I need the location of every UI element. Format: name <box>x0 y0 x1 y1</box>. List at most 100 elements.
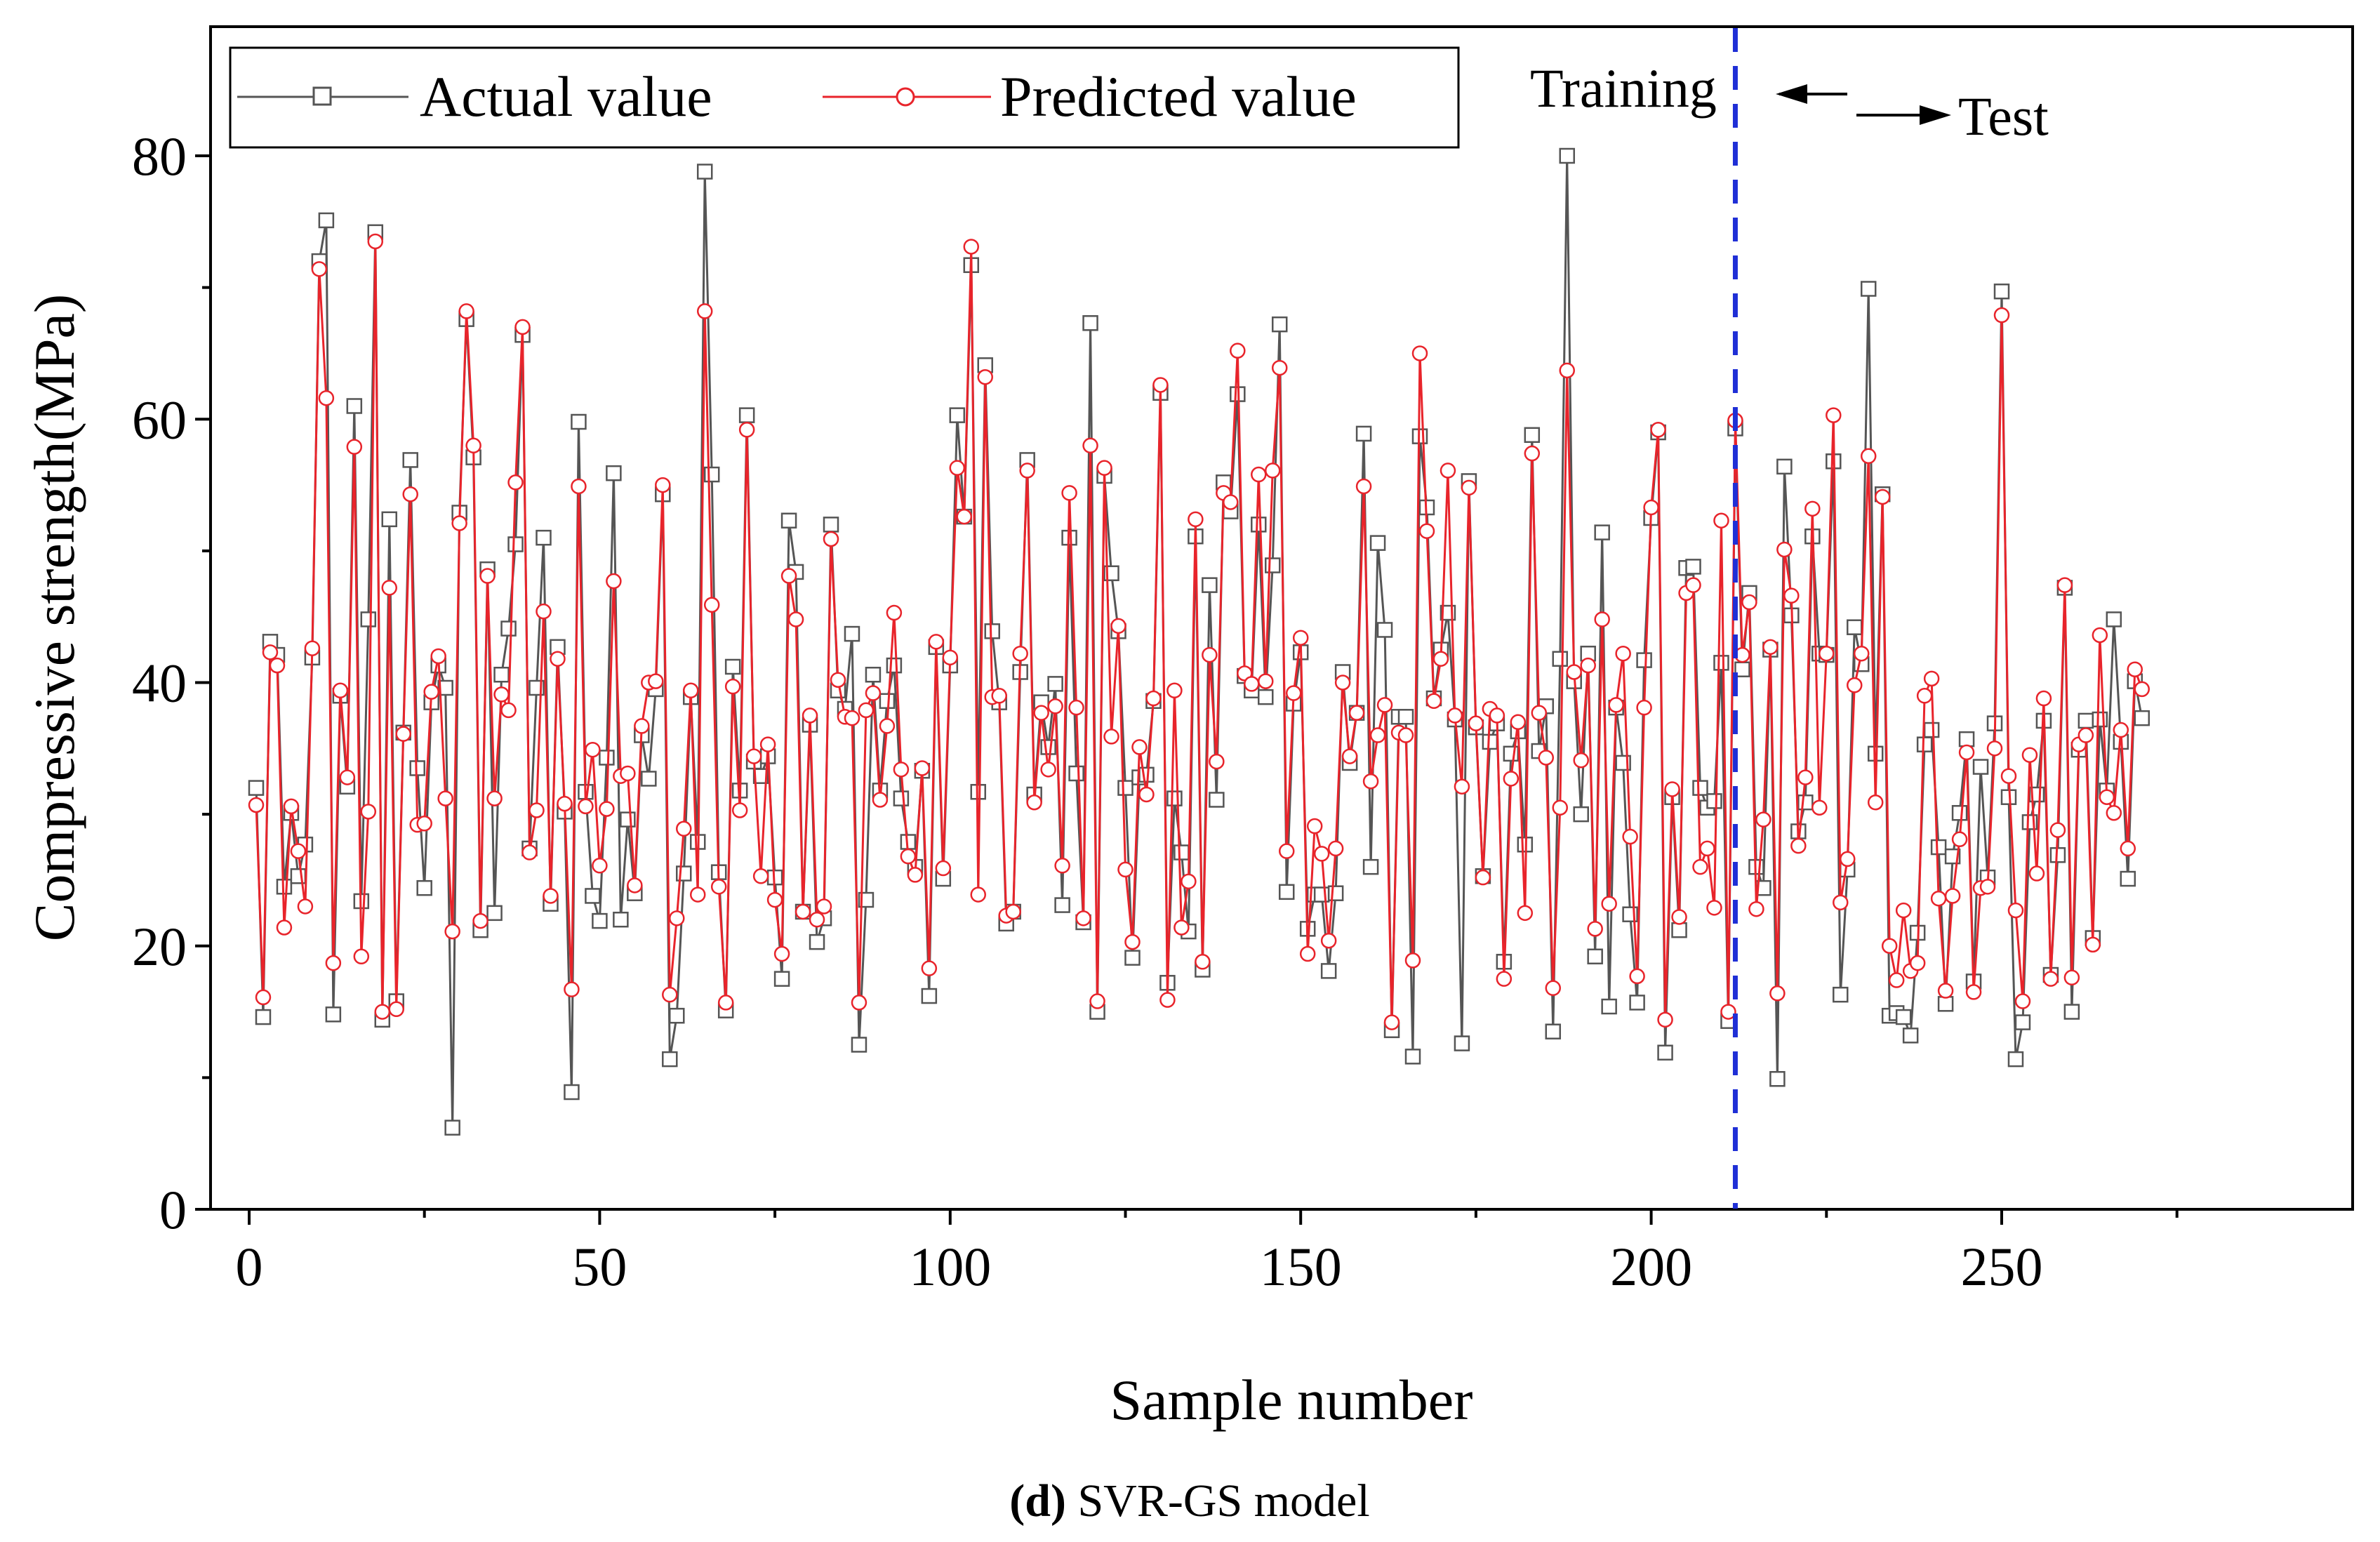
predicted-point <box>1932 891 1946 905</box>
actual-point <box>1119 781 1133 795</box>
predicted-point <box>446 924 460 938</box>
actual-point <box>1258 690 1272 704</box>
actual-point <box>536 531 550 545</box>
actual-point <box>1995 284 2009 298</box>
actual-point <box>1364 860 1378 874</box>
predicted-point <box>495 687 509 701</box>
actual-point <box>1483 735 1497 749</box>
predicted-point <box>634 719 649 733</box>
predicted-point <box>929 634 943 649</box>
predicted-point <box>1875 490 1889 504</box>
actual-point <box>852 1037 866 1051</box>
actual-point <box>726 660 740 674</box>
predicted-point <box>705 598 719 612</box>
predicted-point <box>2086 938 2100 952</box>
predicted-point <box>516 320 530 334</box>
predicted-point <box>1322 933 1336 948</box>
predicted-point <box>2023 748 2037 762</box>
actual-point <box>495 667 509 682</box>
predicted-point <box>1181 875 1195 889</box>
predicted-point <box>796 905 810 919</box>
predicted-point <box>775 947 789 961</box>
predicted-point <box>298 899 312 913</box>
actual-point <box>985 624 999 638</box>
predicted-point <box>1350 706 1364 720</box>
actual-point <box>1953 806 1967 820</box>
predicted-point <box>1343 750 1357 764</box>
predicted-point <box>1784 589 1798 603</box>
predicted-point <box>1896 903 1910 917</box>
predicted-point <box>824 532 838 546</box>
predicted-point <box>1251 467 1265 481</box>
predicted-point <box>578 799 592 813</box>
predicted-point <box>1399 729 1413 743</box>
test-label: Test <box>1958 86 2049 147</box>
actual-point <box>1798 795 1812 809</box>
actual-point <box>1574 807 1588 821</box>
predicted-point <box>474 914 488 928</box>
predicted-point <box>1673 910 1687 924</box>
predicted-point <box>1777 543 1791 557</box>
actual-point <box>613 912 627 926</box>
actual-point <box>1546 1025 1560 1039</box>
predicted-point <box>1462 481 1476 495</box>
predicted-point <box>1574 753 1588 767</box>
predicted-point <box>1595 612 1609 626</box>
actual-point <box>1687 559 1701 573</box>
predicted-point <box>754 869 768 883</box>
actual-point <box>1322 964 1336 978</box>
actual-point <box>950 408 964 423</box>
predicted-point <box>1623 830 1637 844</box>
predicted-point <box>1329 842 1343 856</box>
actual-point <box>1637 653 1651 667</box>
predicted-point <box>432 649 446 663</box>
predicted-point <box>2135 682 2149 696</box>
actual-point <box>1939 997 1953 1011</box>
predicted-point <box>1413 346 1427 360</box>
predicted-point <box>1119 863 1133 877</box>
actual-point <box>1042 740 1056 754</box>
predicted-point <box>957 510 971 524</box>
predicted-point <box>740 423 754 437</box>
predicted-point <box>1687 578 1701 592</box>
predicted-point <box>340 771 354 785</box>
actual-point <box>418 881 432 895</box>
predicted-point <box>922 962 936 976</box>
actual-point <box>361 612 375 626</box>
predicted-point <box>1125 935 1139 949</box>
predicted-point <box>1336 676 1350 690</box>
predicted-point <box>1265 463 1279 477</box>
predicted-point <box>1028 795 1042 809</box>
predicted-point <box>1139 787 1153 802</box>
predicted-point <box>712 879 726 893</box>
predicted-point <box>1294 631 1308 645</box>
actual-point <box>1049 677 1063 691</box>
predicted-point <box>509 475 523 489</box>
y-tick-label: 60 <box>132 389 187 450</box>
predicted-point <box>943 651 957 665</box>
predicted-point <box>901 849 915 863</box>
y-axis-title: Compressive strength(MPa) <box>22 294 86 941</box>
predicted-point <box>2037 691 2051 705</box>
predicted-point <box>270 658 284 672</box>
predicted-point <box>418 816 432 830</box>
predicted-point <box>312 262 326 276</box>
x-axis: 0 50 100 150 200 250 <box>236 1209 2177 1297</box>
predicted-point <box>1063 486 1077 500</box>
predicted-point <box>691 888 705 902</box>
predicted-point <box>284 799 298 813</box>
predicted-point <box>1084 439 1098 453</box>
predicted-point <box>1357 479 1371 493</box>
predicted-point <box>2093 628 2107 642</box>
predicted-point <box>971 888 985 902</box>
actual-point <box>1707 794 1721 808</box>
predicted-point <box>291 844 305 858</box>
predicted-point <box>733 803 747 817</box>
predicted-point <box>789 612 803 626</box>
actual-point <box>571 415 585 429</box>
predicted-point <box>2030 867 2044 881</box>
actual-point <box>1658 1046 1673 1060</box>
predicted-point <box>1701 842 1715 856</box>
predicted-point <box>1742 595 1756 609</box>
predicted-point <box>354 950 368 964</box>
